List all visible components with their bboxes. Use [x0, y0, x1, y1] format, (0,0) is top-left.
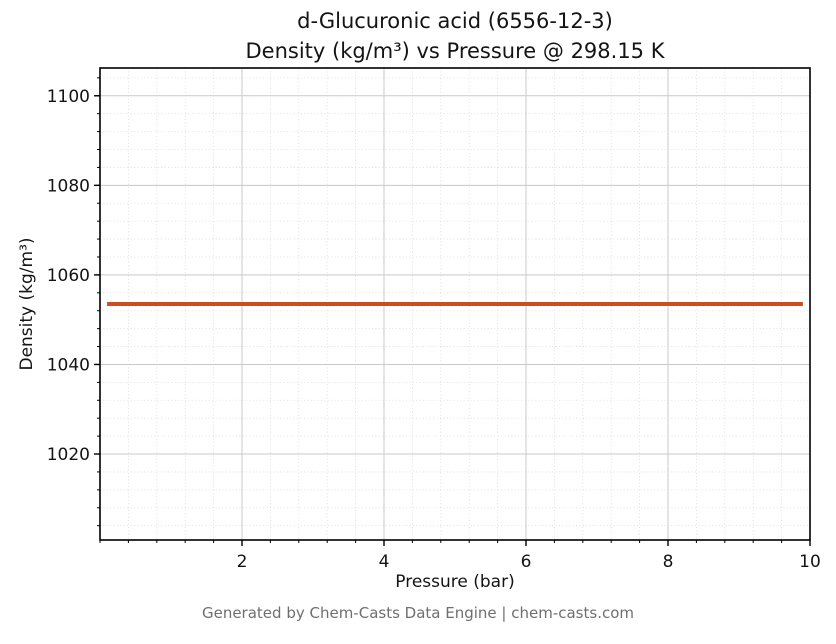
svg-text:10: 10	[799, 552, 821, 572]
svg-text:8: 8	[663, 552, 674, 572]
chart-subtitle: Density (kg/m³) vs Pressure @ 298.15 K	[245, 39, 665, 63]
svg-text:1060: 1060	[47, 266, 90, 286]
y-axis-label: Density (kg/m³)	[17, 237, 37, 371]
svg-text:6: 6	[521, 552, 532, 572]
axes-frame	[99, 67, 811, 541]
svg-text:1100: 1100	[47, 87, 90, 107]
chart-title-block: d-Glucuronic acid (6556-12-3) Density (k…	[100, 6, 810, 66]
axis-ticks	[94, 77, 811, 546]
chart-title: d-Glucuronic acid (6556-12-3)	[297, 9, 613, 33]
footer-attribution: Generated by Chem-Casts Data Engine | ch…	[201, 604, 635, 622]
x-axis-label: Pressure (bar)	[395, 572, 515, 592]
svg-text:1040: 1040	[47, 355, 90, 375]
major-grid	[100, 68, 811, 540]
svg-text:1020: 1020	[47, 445, 90, 465]
svg-text:2: 2	[237, 552, 248, 572]
svg-text:4: 4	[379, 552, 390, 572]
tick-labels: 2 4 6 8 10 1020 1040 1060 1080 1100	[47, 87, 821, 572]
svg-text:1080: 1080	[47, 176, 90, 196]
